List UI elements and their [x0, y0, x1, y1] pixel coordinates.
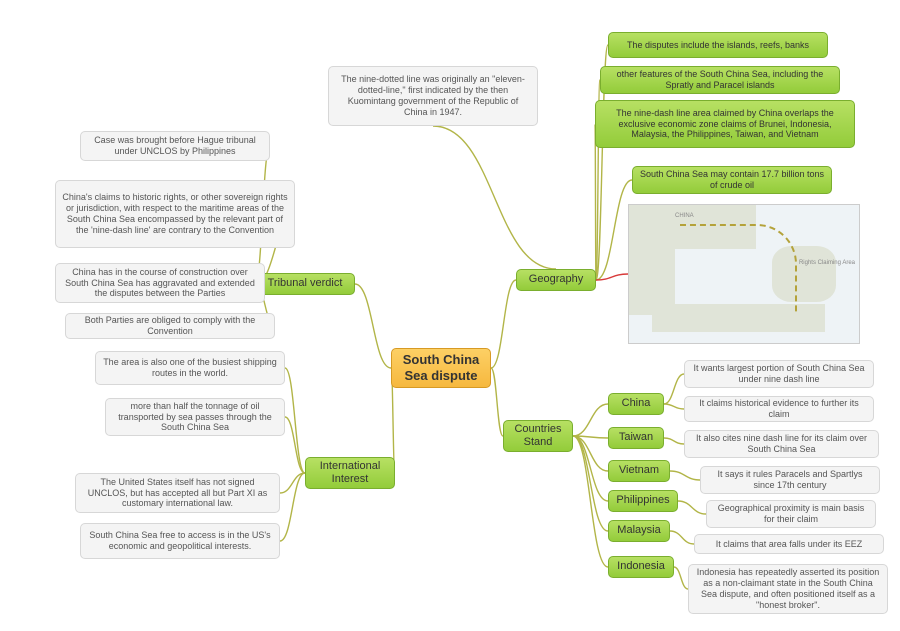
country-malaysia[interactable]: Malaysia: [608, 520, 670, 542]
leaf-i3[interactable]: The United States itself has not signed …: [75, 473, 280, 513]
leaf-g2[interactable]: other features of the South China Sea, i…: [600, 66, 840, 94]
country-philippines[interactable]: Philippines: [608, 490, 678, 512]
country-taiwan[interactable]: Taiwan: [608, 427, 664, 449]
leaf-i1[interactable]: The area is also one of the busiest ship…: [95, 351, 285, 385]
branch-geography[interactable]: Geography: [516, 269, 596, 291]
map-image[interactable]: CHINA Rights Claiming Area: [628, 204, 860, 344]
leaf-c-phil[interactable]: Geographical proximity is main basis for…: [706, 500, 876, 528]
branch-countries[interactable]: Countries Stand: [503, 420, 573, 452]
mindmap-canvas: South China Sea dispute Tribunal verdict…: [0, 0, 900, 631]
leaf-t2[interactable]: China's claims to historic rights, or ot…: [55, 180, 295, 248]
leaf-i2[interactable]: more than half the tonnage of oil transp…: [105, 398, 285, 436]
leaf-c-taiwan[interactable]: It also cites nine dash line for its cla…: [684, 430, 879, 458]
leaf-g3[interactable]: The nine-dash line area claimed by China…: [595, 100, 855, 148]
country-china[interactable]: China: [608, 393, 664, 415]
country-vietnam[interactable]: Vietnam: [608, 460, 670, 482]
leaf-t1[interactable]: Case was brought before Hague tribunal u…: [80, 131, 270, 161]
leaf-i4[interactable]: South China Sea free to access is in the…: [80, 523, 280, 559]
leaf-c-malay[interactable]: It claims that area falls under its EEZ: [694, 534, 884, 554]
branch-interest[interactable]: International Interest: [305, 457, 395, 489]
leaf-c-indo[interactable]: Indonesia has repeatedly asserted its po…: [688, 564, 888, 614]
root-node[interactable]: South China Sea dispute: [391, 348, 491, 388]
leaf-g1[interactable]: The disputes include the islands, reefs,…: [608, 32, 828, 58]
branch-tribunal[interactable]: Tribunal verdict: [255, 273, 355, 295]
leaf-c-china1[interactable]: It wants largest portion of South China …: [684, 360, 874, 388]
leaf-g4[interactable]: South China Sea may contain 17.7 billion…: [632, 166, 832, 194]
leaf-g0[interactable]: The nine-dotted line was originally an "…: [328, 66, 538, 126]
leaf-t4[interactable]: Both Parties are obliged to comply with …: [65, 313, 275, 339]
leaf-t3[interactable]: China has in the course of construction …: [55, 263, 265, 303]
country-indonesia[interactable]: Indonesia: [608, 556, 674, 578]
leaf-c-vietnam[interactable]: It says it rules Paracels and Spartlys s…: [700, 466, 880, 494]
leaf-c-china2[interactable]: It claims historical evidence to further…: [684, 396, 874, 422]
